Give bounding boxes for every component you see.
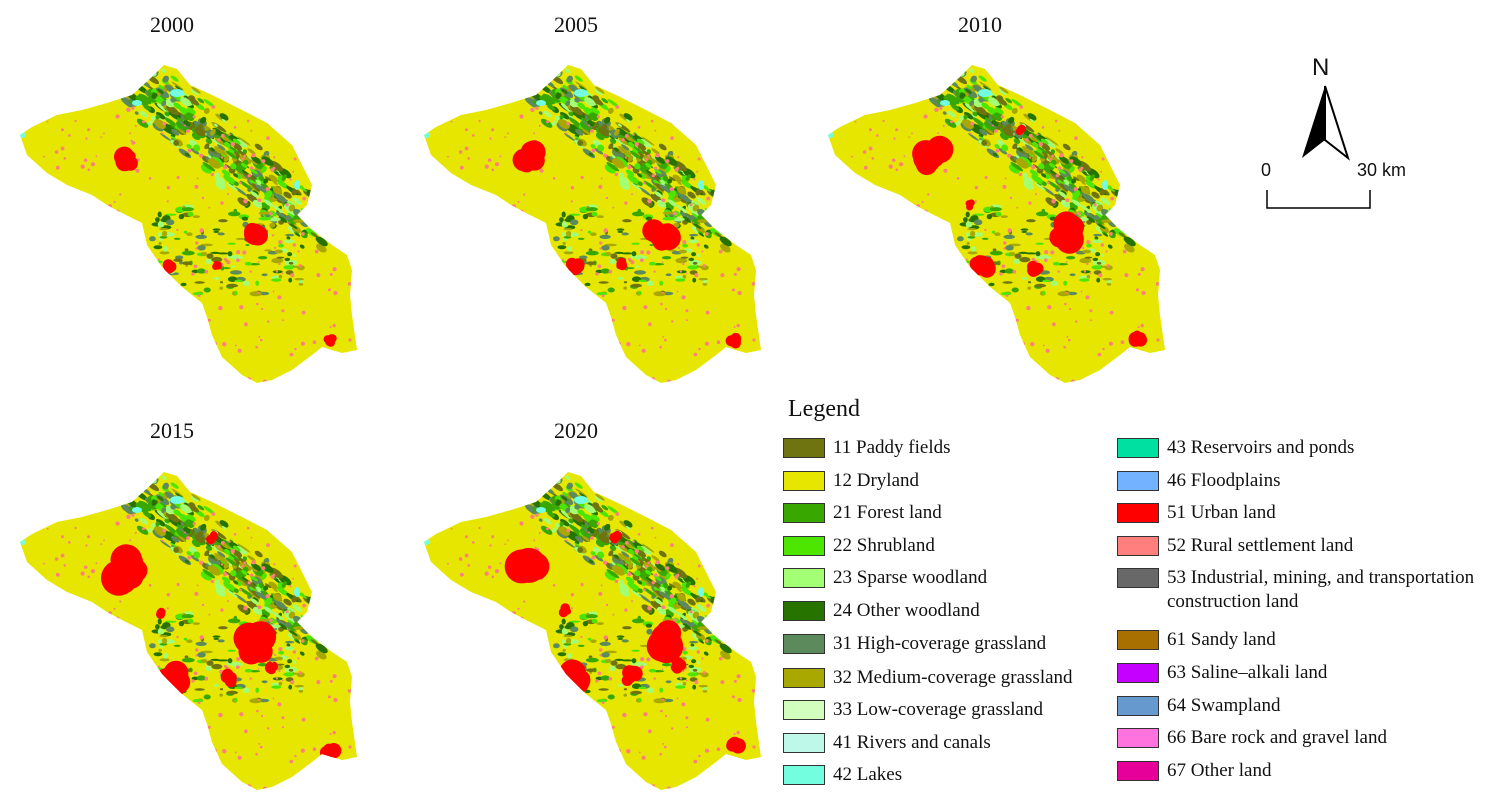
legend-label: 64 Swampland <box>1167 694 1281 716</box>
legend-label: 12 Dryland <box>833 469 920 491</box>
legend-item: 64 Swampland <box>1117 694 1497 718</box>
legend-item: 53 Industrial, mining, and transportatio… <box>1117 566 1497 614</box>
legend-swatch <box>783 700 825 721</box>
legend-label: 22 Shrubland <box>833 534 935 556</box>
legend-item: 23 Sparse woodland <box>783 566 987 590</box>
legend-swatch <box>783 601 825 621</box>
legend-item: 63 Saline–alkali land <box>1117 661 1497 685</box>
legend-swatch <box>783 732 825 753</box>
scale-end-label: 30 km <box>1357 160 1407 180</box>
legend-label: 52 Rural settlement land <box>1167 534 1354 556</box>
legend-item: 42 Lakes <box>783 763 902 787</box>
legend-item: 43 Reservoirs and ponds <box>1117 436 1497 460</box>
year-label-2010: 2010 <box>958 12 1002 37</box>
legend-label: 42 Lakes <box>833 764 903 786</box>
legend-item: 12 Dryland <box>783 469 919 493</box>
study-area-boundary <box>424 65 761 383</box>
legend-item: 51 Urban land <box>1117 501 1497 525</box>
legend-item: 22 Shrubland <box>783 534 935 558</box>
land-use-map-2015 <box>12 462 372 802</box>
legend-label: 31 High-coverage grassland <box>833 632 1047 654</box>
legend-label: 32 Medium-coverage grassland <box>833 666 1073 688</box>
legend-item: 41 Rivers and canals <box>783 731 991 755</box>
legend-swatch <box>1117 728 1159 749</box>
legend-title: Legend <box>788 396 860 422</box>
study-area-boundary <box>828 65 1165 383</box>
land-use-map-2020 <box>416 462 776 802</box>
legend-label: 43 Reservoirs and ponds <box>1167 437 1355 458</box>
legend-swatch <box>783 667 825 688</box>
study-area-boundary <box>20 472 357 790</box>
study-area-boundary <box>20 65 357 383</box>
legend-label: 41 Rivers and canals <box>833 731 991 753</box>
scale-start-label: 0 <box>1261 160 1272 180</box>
legend-swatch <box>783 470 825 491</box>
legend-item: 46 Floodplains <box>1117 469 1497 493</box>
legend-label: 33 Low-coverage grassland <box>833 699 1043 721</box>
legend-swatch <box>783 633 825 654</box>
legend-swatch <box>783 438 825 458</box>
land-use-map-2010 <box>820 55 1180 395</box>
legend-label: 67 Other land <box>1167 759 1272 781</box>
legend-item: 33 Low-coverage grassland <box>783 698 1043 722</box>
legend-item: 31 High-coverage grassland <box>783 632 1046 656</box>
legend-label: 21 Forest land <box>833 502 942 524</box>
legend-swatch <box>783 535 825 556</box>
north-label: N <box>1312 54 1330 81</box>
legend-swatch <box>1117 568 1159 589</box>
legend-swatch <box>1117 470 1159 491</box>
legend-label: 63 Saline–alkali land <box>1167 662 1328 683</box>
legend-item: 67 Other land <box>1117 759 1497 783</box>
year-label-2000: 2000 <box>150 12 194 37</box>
scale-bar <box>1266 190 1371 209</box>
legend-swatch <box>1117 535 1159 556</box>
legend-swatch <box>1117 760 1159 781</box>
legend-label: 53 Industrial, mining, and transportatio… <box>1167 567 1475 613</box>
legend-label: 51 Urban land <box>1167 502 1276 524</box>
legend-swatch <box>783 568 825 589</box>
legend-swatch <box>1117 438 1159 458</box>
land-use-map-2000 <box>12 55 372 395</box>
legend-item: 21 Forest land <box>783 501 942 525</box>
legend-item: 66 Bare rock and gravel land <box>1117 726 1497 750</box>
legend-swatch <box>1117 695 1159 716</box>
north-arrow-icon <box>1302 85 1350 161</box>
legend-swatch <box>783 765 825 786</box>
legend-label: 23 Sparse woodland <box>833 567 988 589</box>
legend-item: 52 Rural settlement land <box>1117 534 1497 558</box>
legend-item: 61 Sandy land <box>1117 628 1497 652</box>
legend-label: 46 Floodplains <box>1167 469 1281 491</box>
legend-label: 11 Paddy fields <box>833 437 951 458</box>
legend-label: 24 Other woodland <box>833 600 980 621</box>
land-use-map-2005 <box>416 55 776 395</box>
legend-swatch <box>783 503 825 524</box>
legend-swatch <box>1117 630 1159 651</box>
legend-item: 24 Other woodland <box>783 599 980 623</box>
legend-swatch <box>1117 503 1159 524</box>
year-label-2005: 2005 <box>554 12 598 37</box>
legend-swatch <box>1117 663 1159 683</box>
year-label-2015: 2015 <box>150 418 194 443</box>
study-area-boundary <box>424 472 761 790</box>
legend-label: 61 Sandy land <box>1167 629 1276 651</box>
year-label-2020: 2020 <box>554 418 598 443</box>
legend-item: 32 Medium-coverage grassland <box>783 666 1073 690</box>
legend-label: 66 Bare rock and gravel land <box>1167 727 1387 749</box>
legend-item: 11 Paddy fields <box>783 436 951 460</box>
